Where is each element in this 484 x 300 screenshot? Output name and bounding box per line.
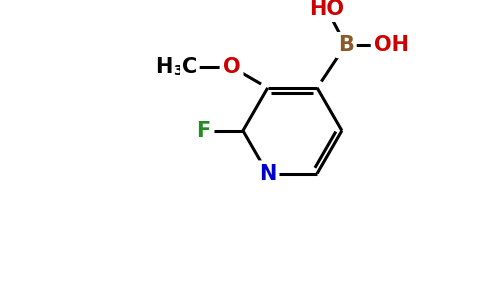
Text: OH: OH [374,35,409,55]
Text: F: F [196,121,210,141]
Text: C: C [182,57,197,77]
Text: N: N [259,164,276,184]
Text: H: H [155,57,173,77]
Text: HO: HO [309,0,344,19]
Text: O: O [223,57,241,77]
Text: B: B [338,35,354,55]
Text: 3: 3 [174,64,183,78]
